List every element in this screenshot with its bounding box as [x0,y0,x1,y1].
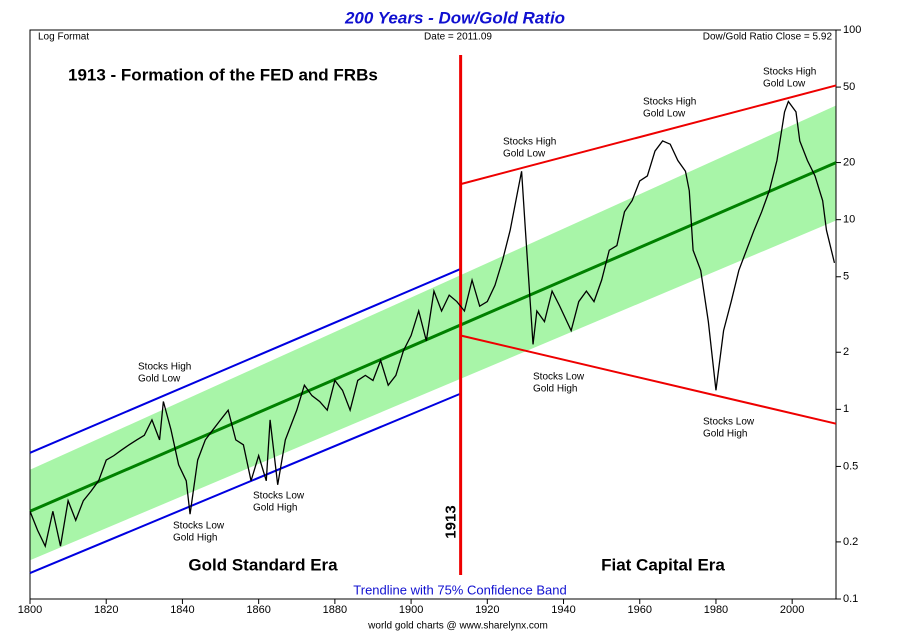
annotation: Date = 2011.09 [424,32,492,43]
x-tick-label: 1800 [18,604,42,616]
annotation: world gold charts @ www.sharelynx.com [367,621,548,632]
chart-title: 200 Years - Dow/Gold Ratio [344,8,565,27]
annotation: Gold High [173,533,217,544]
y-tick-label: 0.5 [843,460,858,472]
x-tick-label: 2000 [780,604,804,616]
x-tick-label: 1880 [323,604,347,616]
annotation: Stocks Low [533,372,585,383]
y-tick-label: 1 [843,403,849,415]
x-tick-label: 1940 [551,604,575,616]
x-tick-label: 1900 [399,604,423,616]
x-tick-label: 1860 [246,604,270,616]
annotation: Gold Low [503,149,546,160]
annotation: Gold Low [138,374,181,385]
annotation: Gold High [703,429,747,440]
x-tick-label: 1960 [627,604,651,616]
annotation: Gold Low [763,79,806,90]
ratio-line [29,100,836,549]
annotation: Stocks Low [253,491,305,502]
y-tick-label: 0.2 [843,536,858,548]
annotation: Stocks High [138,362,191,373]
y-tick-label: 50 [843,81,855,93]
y-tick-label: 0.1 [843,593,858,605]
annotation: Gold High [533,384,577,395]
annotation: Trendline with 75% Confidence Band [353,582,566,597]
y-tick-label: 100 [843,24,861,36]
y-tick-label: 20 [843,156,855,168]
x-tick-label: 1980 [704,604,728,616]
trend-line [29,392,462,574]
annotation: Stocks High [503,137,556,148]
event-label: 1913 [443,505,460,538]
annotation: Gold Low [643,109,686,120]
plot-frame [29,29,837,600]
annotation: Log Format [38,32,89,43]
y-tick-label: 2 [843,346,849,358]
annotation: 1913 - Formation of the FED and FRBs [68,65,378,84]
y-tick-label: 5 [843,271,849,283]
annotation: Gold Standard Era [188,555,338,574]
annotation: Stocks Low [703,417,755,428]
trend-line [29,267,462,454]
annotation: Dow/Gold Ratio Close = 5.92 [703,32,833,43]
confidence-band [30,105,836,561]
x-tick-label: 1820 [94,604,118,616]
x-tick-label: 1920 [475,604,499,616]
trend-line [29,161,837,513]
annotation: Stocks High [643,97,696,108]
trend-line [460,334,837,425]
annotation: Gold High [253,503,297,514]
x-tick-label: 1840 [170,604,194,616]
trend-line [460,84,837,186]
annotation: Fiat Capital Era [601,555,725,574]
annotation: Stocks Low [173,521,225,532]
y-tick-label: 10 [843,214,855,226]
annotation: Stocks High [763,67,816,78]
